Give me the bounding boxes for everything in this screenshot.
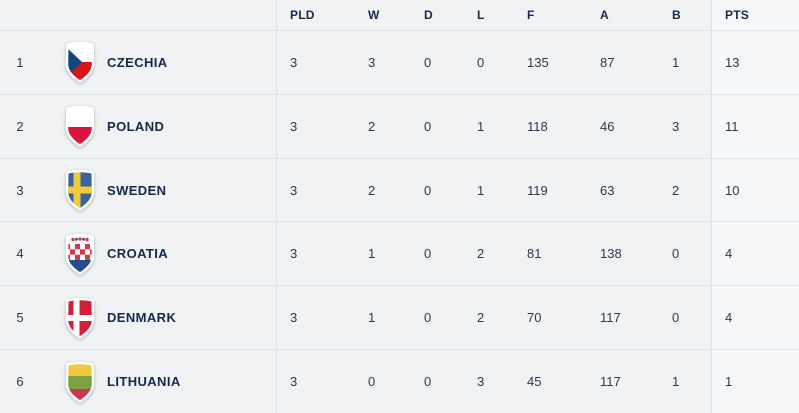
team-name: CZECHIA bbox=[95, 31, 277, 94]
cell-b: 0 bbox=[672, 310, 680, 326]
cell-pld: 3 bbox=[290, 246, 298, 262]
cell-l: 0 bbox=[477, 54, 485, 70]
rank: 2 bbox=[16, 118, 24, 134]
cell-f: 81 bbox=[527, 246, 542, 262]
cell-w: 3 bbox=[368, 54, 376, 70]
team-flag-cell bbox=[40, 286, 95, 349]
cell-l: 1 bbox=[477, 118, 485, 134]
rank: 4 bbox=[16, 246, 24, 262]
table-header-row: PLD W D L F A B PTS bbox=[0, 0, 799, 30]
cell-d: 0 bbox=[424, 54, 432, 70]
column-header-pts: PTS bbox=[711, 0, 799, 30]
cell-w: 1 bbox=[368, 246, 376, 262]
cell-b: 3 bbox=[672, 118, 680, 134]
header-spacer bbox=[0, 0, 277, 30]
flag-croatia-icon bbox=[65, 233, 95, 275]
cell-f: 119 bbox=[527, 182, 548, 198]
cell-b: 1 bbox=[672, 54, 680, 70]
cell-pld: 3 bbox=[290, 182, 298, 198]
column-header-a: A bbox=[600, 8, 609, 22]
table-row[interactable]: 4 CROATIA 3 1 0 2 81 138 0 4 bbox=[0, 221, 799, 286]
cell-b: 0 bbox=[672, 246, 680, 262]
cell-l: 2 bbox=[477, 246, 485, 262]
cell-w: 2 bbox=[368, 182, 376, 198]
team-flag-cell bbox=[40, 350, 95, 413]
team-flag-cell bbox=[40, 95, 95, 158]
column-header-b: B bbox=[672, 8, 681, 22]
cell-a: 46 bbox=[600, 118, 615, 134]
cell-a: 117 bbox=[600, 310, 621, 326]
cell-pts: 11 bbox=[711, 94, 799, 158]
cell-w: 0 bbox=[368, 374, 376, 390]
team-name: CROATIA bbox=[95, 222, 277, 286]
cell-pld: 3 bbox=[290, 54, 298, 70]
rank: 1 bbox=[16, 54, 24, 70]
team-name: DENMARK bbox=[95, 286, 277, 350]
cell-b: 2 bbox=[672, 182, 680, 198]
rank: 3 bbox=[16, 182, 24, 198]
cell-d: 0 bbox=[424, 374, 432, 390]
cell-d: 0 bbox=[424, 310, 432, 326]
team-flag-cell bbox=[40, 159, 95, 222]
cell-l: 1 bbox=[477, 182, 485, 198]
cell-a: 117 bbox=[600, 374, 621, 390]
cell-pts: 1 bbox=[711, 350, 799, 413]
team-flag-cell bbox=[40, 31, 95, 94]
cell-b: 1 bbox=[672, 374, 680, 390]
cell-a: 63 bbox=[600, 182, 615, 198]
cell-l: 3 bbox=[477, 374, 485, 390]
cell-f: 70 bbox=[527, 310, 542, 326]
column-header-f: F bbox=[527, 8, 535, 22]
cell-pld: 3 bbox=[290, 310, 298, 326]
flag-czechia-icon bbox=[65, 41, 95, 84]
table-row[interactable]: 6 LITHUANIA 3 0 0 3 45 117 1 1 bbox=[0, 349, 799, 413]
cell-pts: 4 bbox=[711, 286, 799, 350]
cell-d: 0 bbox=[424, 246, 432, 262]
table-row[interactable]: 3 SWEDEN 3 2 0 1 119 63 2 10 bbox=[0, 157, 799, 222]
column-header-d: D bbox=[424, 8, 433, 22]
team-name: LITHUANIA bbox=[95, 350, 277, 413]
cell-pld: 3 bbox=[290, 374, 298, 390]
flag-lithuania-icon bbox=[65, 361, 95, 403]
column-header-l: L bbox=[477, 8, 485, 22]
cell-d: 0 bbox=[424, 118, 432, 134]
flag-sweden-icon bbox=[65, 169, 95, 211]
cell-pld: 3 bbox=[290, 118, 298, 134]
column-header-pld: PLD bbox=[290, 8, 315, 22]
rank: 5 bbox=[16, 310, 24, 326]
cell-f: 135 bbox=[527, 54, 549, 70]
table-row[interactable]: 2 POLAND 3 2 0 1 118 46 3 11 bbox=[0, 93, 799, 158]
team-name: SWEDEN bbox=[95, 158, 277, 222]
cell-pts: 10 bbox=[711, 158, 799, 222]
team-name: POLAND bbox=[95, 94, 277, 158]
flag-poland-icon bbox=[65, 105, 95, 148]
rank: 6 bbox=[16, 374, 24, 390]
column-header-w: W bbox=[368, 8, 380, 22]
cell-f: 45 bbox=[527, 374, 542, 390]
flag-denmark-icon bbox=[65, 297, 95, 339]
table-row[interactable]: 5 DENMARK 3 1 0 2 70 117 0 4 bbox=[0, 285, 799, 350]
cell-a: 87 bbox=[600, 54, 615, 70]
table-row[interactable]: 1 CZECHIA 3 3 0 0 135 87 1 13 bbox=[0, 30, 799, 94]
cell-l: 2 bbox=[477, 310, 485, 326]
cell-pts: 4 bbox=[711, 222, 799, 286]
cell-d: 0 bbox=[424, 182, 432, 198]
cell-pts: 13 bbox=[711, 31, 799, 94]
team-flag-cell bbox=[40, 222, 95, 285]
cell-w: 2 bbox=[368, 118, 376, 134]
cell-f: 118 bbox=[527, 118, 548, 134]
cell-a: 138 bbox=[600, 246, 622, 262]
cell-w: 1 bbox=[368, 310, 376, 326]
